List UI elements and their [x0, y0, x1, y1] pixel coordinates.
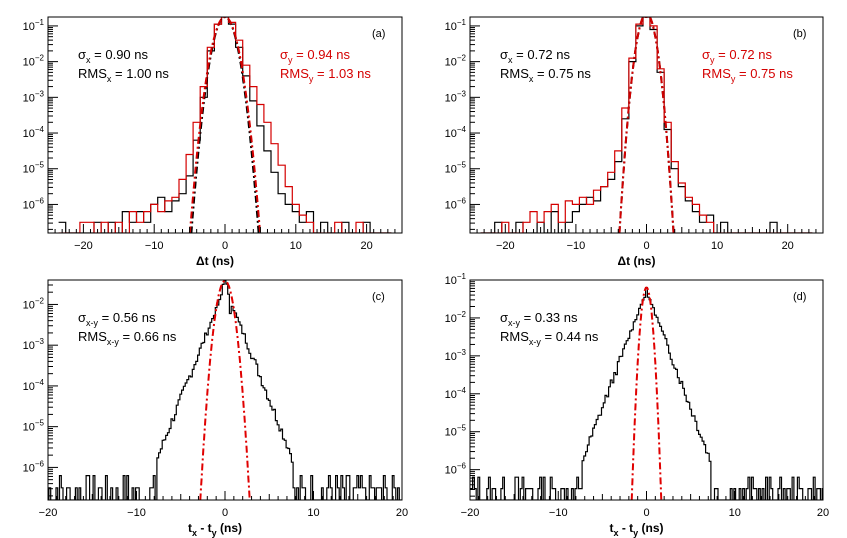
stat-annotation: σx-y = 0.56 ns: [78, 310, 156, 328]
stat-annotation: σx-y = 0.33 ns: [500, 310, 578, 328]
x-tick-label: 0: [643, 507, 649, 519]
stat-annotation: σx = 0.90 ns: [78, 47, 148, 65]
y-tick-label: 10−1: [445, 272, 467, 287]
x-tick-label: −10: [549, 507, 568, 519]
stat-annotation-red: RMSy = 1.03 ns: [280, 66, 371, 84]
y-tick-label: 10−5: [445, 161, 467, 176]
y-tick-label: 10−2: [23, 54, 45, 69]
y-tick-label: 10−2: [23, 296, 45, 311]
x-tick-label: 20: [396, 507, 408, 519]
x-tick-label: −10: [567, 240, 586, 252]
y-tick-label: 10−6: [445, 196, 467, 211]
x-tick-label: 0: [222, 507, 228, 519]
y-tick-label: 10−1: [23, 18, 45, 33]
panel-label: (b): [793, 28, 806, 40]
x-axis-label: tx - ty (ns): [609, 521, 663, 538]
y-tick-label: 10−4: [445, 125, 467, 140]
stat-annotation: σx = 0.72 ns: [500, 47, 570, 65]
x-tick-label: 10: [729, 507, 741, 519]
x-tick-label: −10: [127, 507, 146, 519]
x-axis-label: tx - ty (ns): [188, 521, 242, 538]
y-tick-label: 10−6: [445, 462, 467, 477]
stat-annotation: RMSx = 1.00 ns: [78, 66, 169, 84]
x-tick-label: −20: [74, 240, 93, 252]
plot-area: [470, 286, 823, 500]
y-tick-label: 10−4: [23, 378, 45, 393]
gauss-fit-gauss: [199, 280, 251, 500]
stat-annotation: RMSx-y = 0.44 ns: [500, 329, 599, 347]
stat-annotation: RMSx-y = 0.66 ns: [78, 329, 177, 347]
plot-area: [48, 280, 402, 500]
panel-b: −20 −10 0 10 20 10−1 10−2 10−3 10−4 10−5 10−6 (b) σx…: [445, 16, 824, 268]
y-tick-label: 10−5: [23, 419, 45, 434]
y-tick-label: 10−4: [445, 386, 467, 401]
stat-annotation: RMSx = 0.75 ns: [500, 66, 591, 84]
stat-annotation-red: RMSy = 0.75 ns: [702, 66, 793, 84]
y-tick-label: 10−2: [445, 54, 467, 69]
x-tick-label: −20: [461, 507, 480, 519]
x-tick-label: 0: [222, 240, 228, 252]
stat-annotation-red: σy = 0.72 ns: [702, 47, 772, 65]
panel-d: −20 −10 0 10 20 10−1 10−2 10−3 10−4 10−5 10−6 (d) σx…: [445, 272, 830, 538]
y-tick-label: 10−5: [445, 424, 467, 439]
plot-area: [480, 17, 813, 233]
plot-area: [58, 17, 392, 233]
x-tick-label: 20: [360, 240, 372, 252]
y-tick-label: 10−3: [445, 89, 467, 104]
x-axis-label: Δt (ns): [196, 254, 234, 268]
y-tick-label: 10−6: [23, 196, 45, 211]
histogram-y: [58, 17, 392, 233]
y-tick-label: 10−4: [23, 125, 45, 140]
y-tick-label: 10−5: [23, 161, 45, 176]
y-tick-label: 10−6: [23, 459, 45, 474]
y-tick-label: 10−2: [445, 310, 467, 325]
panel-label: (d): [793, 291, 806, 303]
x-tick-label: 20: [817, 507, 829, 519]
y-tick-label: 10−3: [23, 337, 45, 352]
histogram-y: [480, 17, 813, 233]
y-tick-label: 10−1: [445, 18, 467, 33]
x-tick-label: 20: [782, 240, 794, 252]
x-tick-label: −20: [39, 507, 58, 519]
y-tick-label: 10−3: [445, 348, 467, 363]
panel-label: (c): [372, 291, 385, 303]
panel-label: (a): [372, 28, 385, 40]
gauss-fit-gauss-y: [188, 17, 262, 233]
x-tick-label: 10: [711, 240, 723, 252]
x-tick-label: 0: [643, 240, 649, 252]
x-tick-label: −20: [496, 240, 515, 252]
x-axis-label: Δt (ns): [618, 254, 656, 268]
gauss-fit-gauss-y: [618, 17, 675, 233]
panel-c: −20 −10 0 10 20 10−2 10−3 10−4 10−5 10−6 (c) σx-y =…: [23, 279, 408, 538]
x-tick-label: 10: [307, 507, 319, 519]
gauss-fit-gauss: [630, 286, 663, 500]
stat-annotation-red: σy = 0.94 ns: [280, 47, 350, 65]
x-tick-label: −10: [145, 240, 164, 252]
y-tick-label: 10−3: [23, 89, 45, 104]
panel-a: −20 −10 0 10 20 10−1 10−2 10−3 10−4 10−5 10−6 (a) σx…: [23, 16, 403, 268]
x-tick-label: 10: [290, 240, 302, 252]
